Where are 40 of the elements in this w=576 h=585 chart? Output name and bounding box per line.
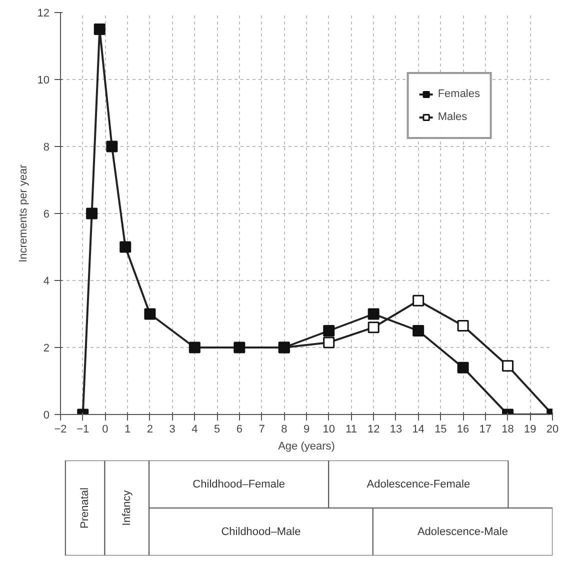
text: Adolescence-Male: [417, 526, 508, 538]
text: Prenatal: [79, 488, 92, 528]
text: Adolescence-Female: [366, 478, 470, 490]
x-tick-label: 16: [456, 424, 470, 436]
x-tick-label: 20: [546, 424, 559, 436]
x-tick-label: 6: [236, 424, 242, 436]
x-tick-label: 19: [524, 424, 536, 436]
x-tick-label: 15: [434, 424, 447, 436]
text: Childhood–Female: [192, 478, 286, 490]
y-tick-label: 0: [43, 410, 50, 422]
x-tick-label: 18: [502, 424, 514, 436]
x-tick-label: 10: [322, 424, 335, 436]
x-tick-label: 9: [303, 424, 310, 436]
y-axis-title: Increments per year: [17, 164, 30, 262]
x-axis-title: Age (years): [278, 440, 335, 452]
y-tick-label: 6: [43, 208, 50, 220]
y-tick-label: 12: [37, 8, 50, 20]
legend-label: Females: [438, 88, 480, 100]
x-tick-label: 7: [258, 424, 265, 436]
x-tick-label: 14: [412, 424, 424, 436]
x-tick-label: 17: [479, 424, 492, 436]
y-tick-label: 8: [43, 142, 50, 154]
x-tick-label: 8: [281, 424, 288, 436]
legend-label: Males: [438, 111, 468, 123]
x-tick-label: 2: [146, 424, 154, 436]
text: Infancy: [120, 490, 133, 526]
x-tick-label: 4: [192, 424, 198, 436]
x-tick-label: 12: [367, 424, 380, 436]
x-tick-label: 11: [346, 424, 357, 436]
x-tick-label: −1: [76, 424, 90, 436]
text: Childhood–Male: [221, 526, 301, 538]
x-tick-label: 1: [124, 424, 131, 436]
y-tick-label: 4: [43, 276, 50, 288]
x-tick-label: 3: [169, 424, 176, 436]
x-tick-label: 0: [102, 424, 108, 436]
y-tick-label: 10: [37, 74, 50, 86]
y-tick-label: 2: [43, 342, 50, 354]
x-tick-label: 13: [390, 424, 402, 436]
x-tick-label: 5: [214, 424, 220, 436]
x-tick-label: −2: [54, 424, 67, 436]
